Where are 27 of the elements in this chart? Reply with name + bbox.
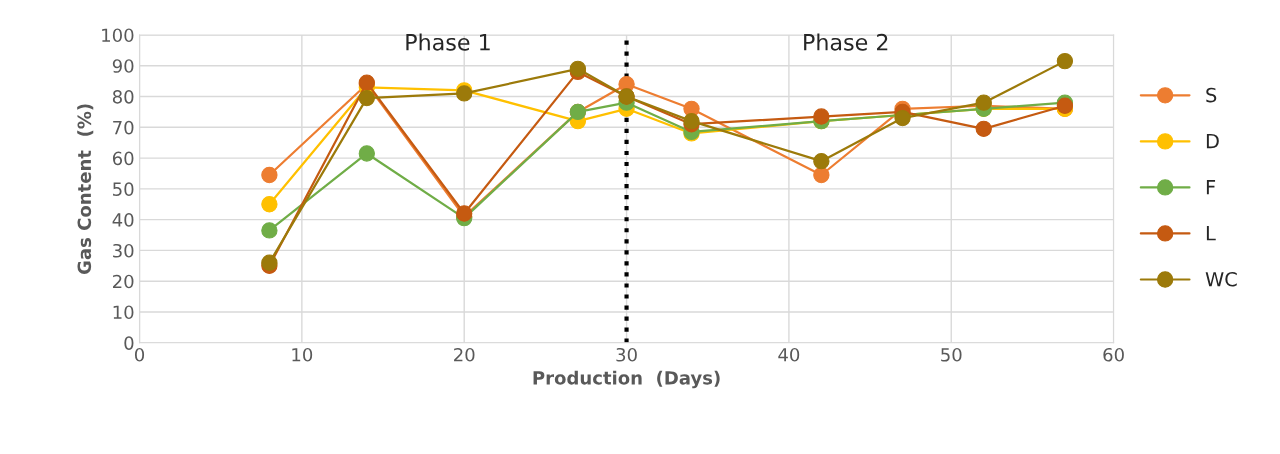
y-tick-label: 10	[113, 305, 134, 320]
y-axis-title: Gas Content (%)	[77, 104, 94, 274]
x-tick-label: 40	[778, 347, 800, 362]
y-tick-label: 60	[112, 151, 134, 166]
y-tick-label: 20	[113, 274, 134, 289]
y-tick-label: 50	[113, 182, 134, 196]
x-tick-label: 50	[941, 347, 962, 362]
y-tick-label: 0	[124, 336, 134, 350]
y-tick-label: 70	[113, 120, 134, 135]
legend-label: S	[1206, 87, 1217, 103]
annotation: Phase 1	[406, 33, 490, 51]
x-tick-label: 0	[134, 347, 145, 362]
x-tick-label: 30	[616, 347, 637, 362]
legend-label: D	[1206, 134, 1219, 149]
y-tick-label: 90	[112, 59, 134, 73]
y-tick-label: 40	[112, 213, 134, 227]
x-axis-title: Production (Days)	[533, 370, 720, 389]
y-tick-label: 80	[112, 89, 134, 104]
x-tick-label: 10	[292, 347, 313, 362]
x-tick-label: 20	[454, 347, 475, 362]
y-tick-label: 100	[102, 28, 134, 43]
annotation: Phase 2	[804, 33, 888, 51]
y-tick-label: 30	[113, 243, 134, 258]
legend-label: F	[1206, 180, 1216, 195]
legend-label: WC	[1205, 271, 1237, 287]
legend-label: L	[1206, 226, 1216, 241]
x-tick-label: 60	[1103, 347, 1124, 362]
